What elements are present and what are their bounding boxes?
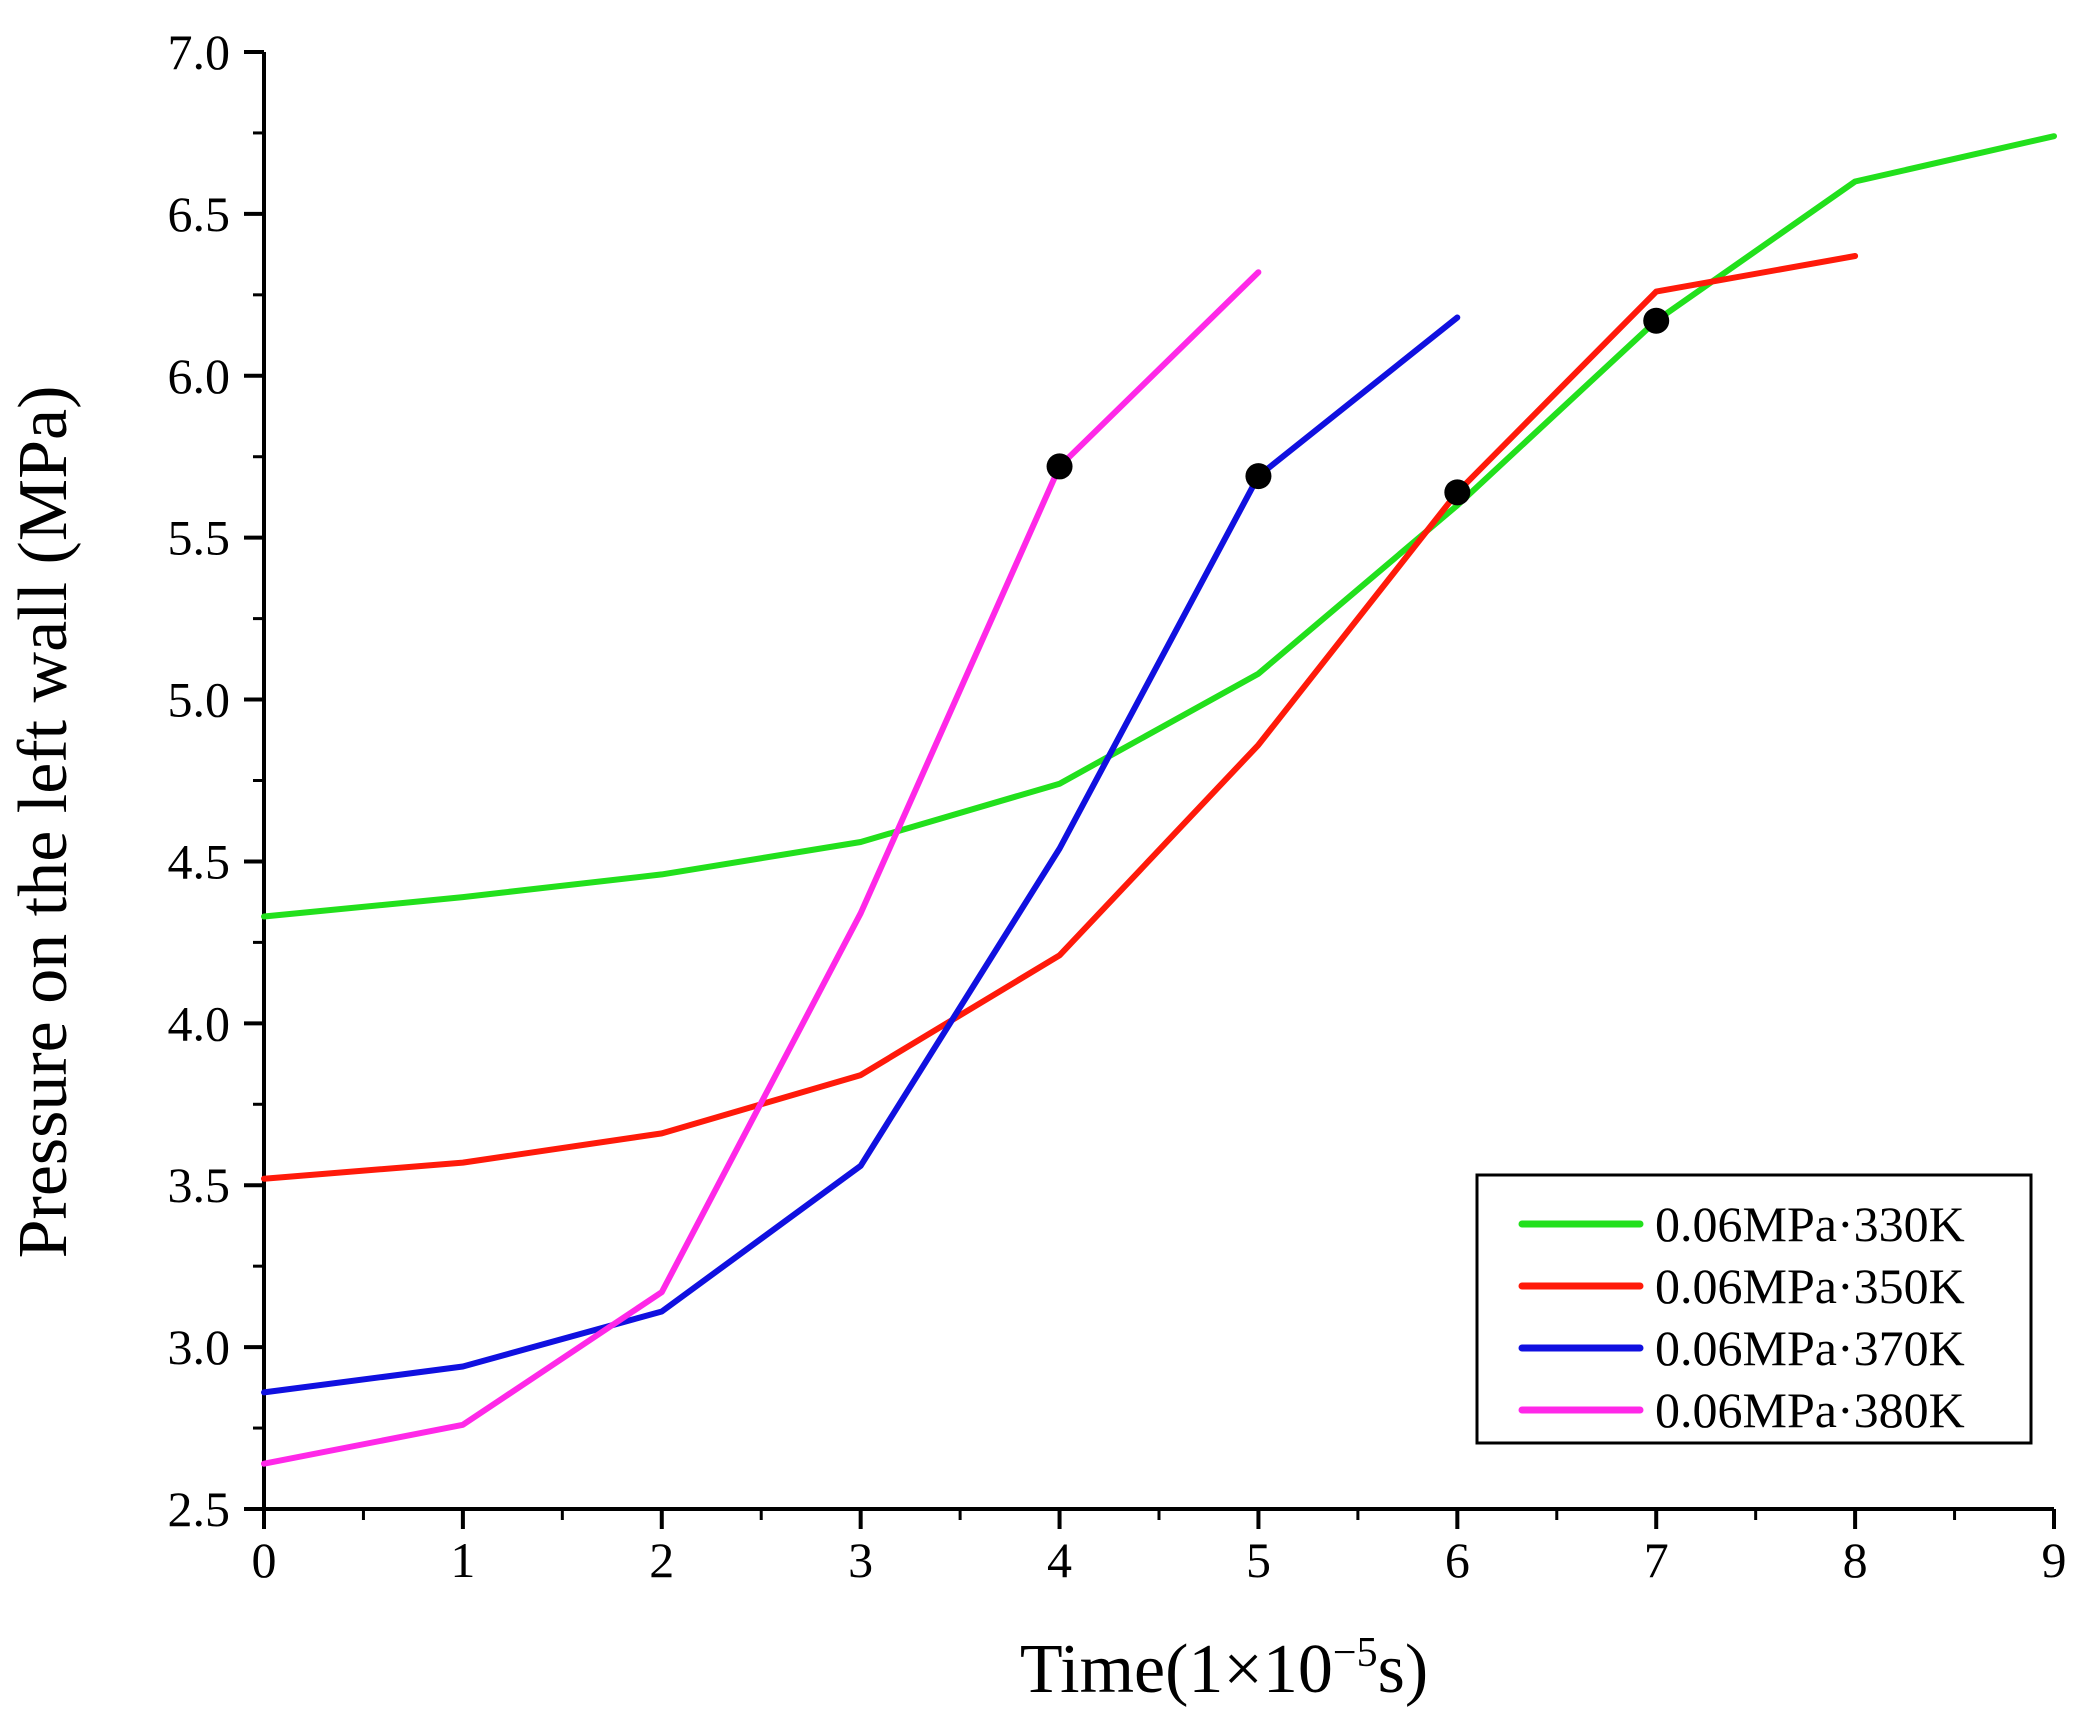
legend-label-3: 0.06MPa·370K (1655, 1320, 1965, 1376)
series-line-3 (261, 314, 1461, 1396)
y-tick-label: 4.0 (168, 995, 231, 1051)
y-tick-label: 4.5 (168, 833, 231, 889)
x-axis-title-exponent: −5 (1333, 1630, 1378, 1676)
x-axis-title: Time(1×10−5s) (1020, 1630, 1428, 1708)
x-axis-title-suffix: s) (1378, 1631, 1429, 1708)
x-tick-label: 7 (1644, 1532, 1669, 1588)
y-tick-label: 5.0 (168, 672, 231, 728)
series-marker-2 (1444, 479, 1471, 506)
legend-box (1475, 1173, 2033, 1445)
series-line-2 (261, 253, 1859, 1182)
series-line-4 (261, 269, 1262, 1467)
x-tick-label: 5 (1246, 1532, 1271, 1588)
y-tick-label: 3.0 (168, 1319, 231, 1375)
legend-label-1: 0.06MPa·330K (1655, 1196, 1965, 1252)
y-tick-label: 5.5 (168, 510, 231, 566)
y-tick-label: 6.5 (168, 186, 231, 242)
y-tick-label: 7.0 (168, 24, 231, 80)
x-tick-label: 8 (1843, 1532, 1868, 1588)
y-tick-label: 6.0 (168, 348, 231, 404)
axes-layer: 0 1 2 3 4 5 6 7 8 9 2.5 3.0 3.5 4.0 4.5 5.0 5.5 6.0 6.5 7.0 (168, 24, 2067, 1588)
series-marker-1 (1643, 307, 1670, 334)
marker-layer (1046, 307, 1670, 506)
legend: 0.06MPa·330K 0.06MPa·350K 0.06MPa·370K 0.06… (1475, 1173, 2033, 1445)
legend-label-4: 0.06MPa·380K (1655, 1382, 1965, 1438)
x-tick-label: 1 (450, 1532, 475, 1588)
x-tick-label: 2 (649, 1532, 674, 1588)
legend-label-2: 0.06MPa·350K (1655, 1258, 1965, 1314)
series-marker-4 (1046, 453, 1073, 480)
x-tick-label: 3 (848, 1532, 873, 1588)
x-tick-label: 6 (1445, 1532, 1470, 1588)
series-line-1 (261, 133, 2057, 920)
x-tick-label: 0 (252, 1532, 277, 1588)
y-tick-label: 3.5 (168, 1157, 231, 1213)
y-tick-label: 2.5 (168, 1481, 231, 1537)
x-tick-label: 9 (2042, 1532, 2067, 1588)
y-axis-title: Pressure on the left wall (MPa) (5, 386, 82, 1259)
x-tick-label: 4 (1047, 1532, 1072, 1588)
series-marker-3 (1245, 463, 1272, 490)
x-axis-title-main: Time(1×10 (1020, 1631, 1333, 1708)
